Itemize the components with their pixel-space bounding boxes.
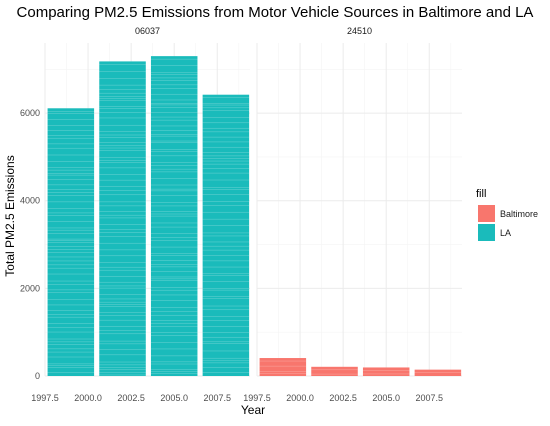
- legend-swatch-baltimore: [478, 205, 495, 222]
- bar-baltimore-2002: [311, 366, 358, 376]
- facet-panel-06037: 06037 1997.5 2000.0 2002.5 2005.0 2007.5 0 2000…: [20, 26, 250, 403]
- bar-striation-group: [99, 64, 146, 376]
- facet-panels: 06037 1997.5 2000.0 2002.5 2005.0 2007.5 0 2000…: [20, 26, 462, 403]
- bar-la-2008: [202, 94, 250, 376]
- x-tick-label: 1997.5: [243, 393, 271, 403]
- y-axis-title: Total PM2.5 Emissions: [3, 155, 17, 276]
- bar-baltimore-2008: [414, 369, 462, 376]
- bar-la-1999: [47, 108, 95, 377]
- legend-label-la: LA: [500, 228, 511, 238]
- bar-striation-group: [202, 97, 250, 373]
- bar-baltimore-1999: [259, 358, 307, 376]
- bar-striation-group: [311, 369, 358, 375]
- facet-strip-label: 24510: [347, 26, 372, 36]
- facet-strip-label: 06037: [135, 26, 160, 36]
- x-tick-label: 2005.0: [160, 393, 188, 403]
- facet-panel-24510: 24510 1997.5 2000.0 2002.5 2005.0 2007.5: [243, 26, 462, 403]
- x-axis-title: Year: [241, 403, 265, 417]
- x-tick-label: 1997.5: [31, 393, 59, 403]
- x-tick-label: 2007.5: [204, 393, 232, 403]
- bar-striation-group: [47, 111, 95, 373]
- x-tick-label: 2000.0: [286, 393, 314, 403]
- bar-striation-group: [362, 370, 410, 375]
- x-tick-label: 2005.0: [372, 393, 400, 403]
- bar-striation-group: [150, 58, 198, 374]
- legend-label-baltimore: Baltimore: [500, 209, 538, 219]
- legend: fill Baltimore LA: [476, 188, 538, 241]
- y-tick-label: 6000: [20, 108, 40, 118]
- chart-title: Comparing PM2.5 Emissions from Motor Veh…: [17, 4, 534, 21]
- y-tick-label: 4000: [20, 196, 40, 206]
- bar-baltimore-2005: [362, 367, 410, 376]
- legend-swatch-la: [478, 224, 495, 241]
- bar-la-2002: [99, 61, 146, 377]
- bar-la-2005: [150, 56, 198, 376]
- x-tick-label: 2007.5: [416, 393, 444, 403]
- y-tick-label: 0: [35, 371, 40, 381]
- legend-title: fill: [476, 188, 486, 200]
- bar-striation-group: [259, 360, 307, 374]
- x-tick-label: 2002.5: [329, 393, 357, 403]
- x-tick-label: 2000.0: [74, 393, 102, 403]
- x-tick-label: 2002.5: [117, 393, 145, 403]
- y-tick-label: 2000: [20, 283, 40, 293]
- legend-items: Baltimore LA: [478, 205, 538, 241]
